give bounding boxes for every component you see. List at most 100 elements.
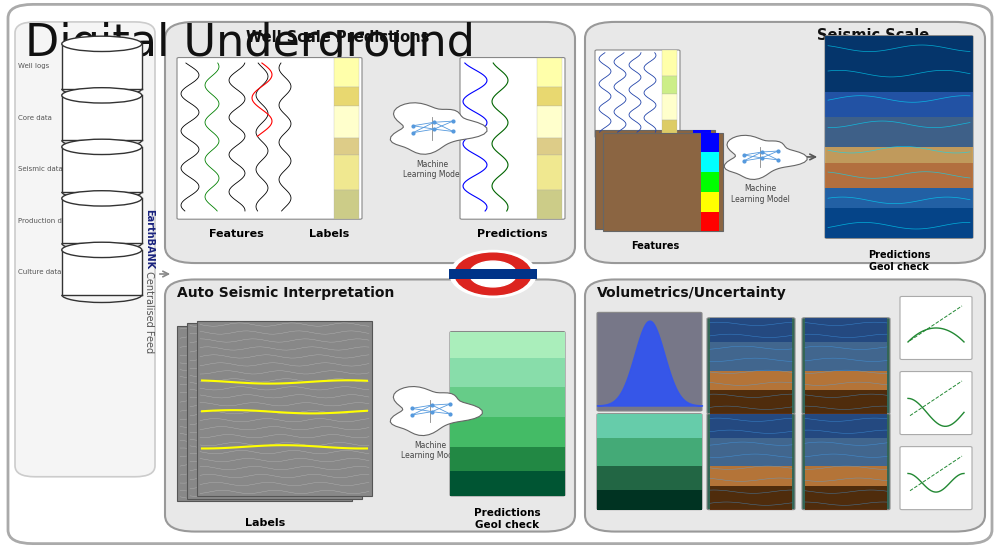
Bar — [597, 466, 702, 490]
FancyBboxPatch shape — [595, 130, 715, 229]
Text: Features: Features — [209, 229, 264, 239]
FancyBboxPatch shape — [165, 22, 575, 263]
Bar — [537, 190, 562, 219]
FancyBboxPatch shape — [165, 279, 575, 532]
Bar — [825, 187, 973, 208]
Text: Predictions
Geol check: Predictions Geol check — [868, 250, 930, 272]
Text: Digital Underground: Digital Underground — [25, 22, 475, 65]
Bar — [693, 150, 711, 170]
Text: Predictions
Geol check: Predictions Geol check — [474, 508, 541, 529]
FancyBboxPatch shape — [707, 414, 795, 510]
Ellipse shape — [62, 242, 142, 258]
Bar — [805, 370, 887, 390]
Bar — [710, 318, 792, 342]
FancyBboxPatch shape — [900, 447, 972, 510]
FancyBboxPatch shape — [585, 22, 985, 263]
Bar — [701, 133, 719, 152]
Bar — [825, 163, 973, 187]
Bar — [597, 490, 702, 510]
Bar — [334, 155, 359, 190]
FancyBboxPatch shape — [460, 58, 565, 219]
FancyBboxPatch shape — [802, 414, 890, 510]
FancyBboxPatch shape — [62, 44, 142, 89]
Bar — [450, 358, 565, 387]
Bar — [701, 212, 719, 231]
Bar — [693, 190, 711, 209]
Text: Core data: Core data — [18, 115, 52, 121]
FancyBboxPatch shape — [900, 372, 972, 435]
Bar — [662, 94, 677, 120]
Text: EarthBANK: EarthBANK — [144, 209, 154, 269]
FancyBboxPatch shape — [197, 321, 372, 496]
Bar — [334, 106, 359, 138]
Ellipse shape — [62, 88, 142, 103]
Bar — [450, 387, 565, 417]
Bar — [825, 117, 973, 147]
Polygon shape — [390, 103, 487, 155]
Bar — [805, 342, 887, 370]
Bar — [334, 190, 359, 219]
Bar — [710, 342, 792, 370]
Text: Machine
Learning Model: Machine Learning Model — [403, 160, 461, 179]
Text: Auto Seismic Interpretation: Auto Seismic Interpretation — [177, 286, 394, 300]
Bar — [693, 130, 711, 150]
Bar — [825, 93, 973, 117]
FancyBboxPatch shape — [450, 332, 565, 496]
FancyBboxPatch shape — [62, 198, 142, 243]
Bar — [450, 332, 565, 358]
FancyBboxPatch shape — [603, 133, 723, 231]
Bar — [805, 390, 887, 414]
Bar — [710, 438, 792, 466]
Ellipse shape — [62, 139, 142, 155]
FancyBboxPatch shape — [585, 279, 985, 532]
Bar — [537, 106, 562, 138]
Text: Labels: Labels — [309, 229, 349, 239]
Text: Machine
Learning Model: Machine Learning Model — [401, 441, 459, 460]
Bar — [662, 120, 677, 138]
Circle shape — [455, 253, 531, 295]
Bar — [805, 318, 887, 342]
FancyBboxPatch shape — [595, 50, 680, 138]
Bar — [825, 208, 973, 238]
Bar — [450, 447, 565, 471]
FancyBboxPatch shape — [825, 36, 973, 238]
Bar — [710, 390, 792, 414]
Bar — [805, 466, 887, 486]
Bar — [662, 76, 677, 94]
Bar — [710, 370, 792, 390]
Ellipse shape — [62, 191, 142, 206]
Circle shape — [469, 261, 517, 287]
Text: Culture data: Culture data — [18, 270, 61, 275]
Bar — [825, 147, 973, 163]
FancyBboxPatch shape — [597, 312, 702, 411]
Bar — [701, 152, 719, 172]
Text: Seismic data: Seismic data — [18, 167, 63, 172]
Bar — [537, 87, 562, 106]
FancyBboxPatch shape — [707, 318, 795, 414]
Bar — [537, 138, 562, 155]
FancyBboxPatch shape — [62, 250, 142, 295]
FancyBboxPatch shape — [187, 323, 362, 499]
FancyBboxPatch shape — [177, 326, 352, 501]
Text: Labels: Labels — [245, 518, 285, 528]
Bar — [701, 172, 719, 192]
Bar — [693, 170, 711, 190]
Text: Features: Features — [631, 241, 679, 251]
Text: Machine
Learning Model: Machine Learning Model — [731, 184, 789, 204]
Bar — [334, 138, 359, 155]
FancyBboxPatch shape — [62, 147, 142, 192]
Ellipse shape — [62, 36, 142, 52]
Bar — [334, 58, 359, 87]
FancyBboxPatch shape — [177, 58, 362, 219]
Bar — [710, 486, 792, 510]
Text: Volumetrics/Uncertainty: Volumetrics/Uncertainty — [597, 286, 787, 300]
Bar — [597, 438, 702, 466]
Bar — [537, 155, 562, 190]
FancyBboxPatch shape — [802, 318, 890, 414]
FancyBboxPatch shape — [8, 4, 992, 544]
Text: Well Scale Predictions: Well Scale Predictions — [246, 30, 429, 45]
Circle shape — [450, 250, 536, 298]
Text: Seismic Scale
Predictions: Seismic Scale Predictions — [817, 28, 929, 61]
Bar — [805, 438, 887, 466]
Text: Predictions: Predictions — [477, 229, 548, 239]
